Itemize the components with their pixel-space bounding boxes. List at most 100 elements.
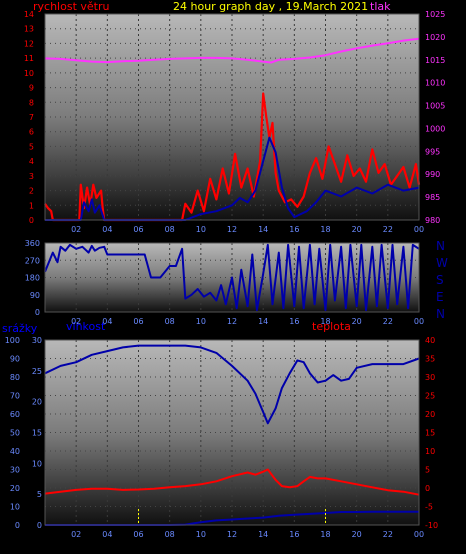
pressure-axis-label: tlak <box>370 0 391 13</box>
series-line <box>44 468 420 496</box>
series-line <box>44 37 420 64</box>
humidity-axis-label: vlhkost <box>66 320 106 333</box>
x-tick-label: 14 <box>258 225 268 234</box>
x-tick-label: 12 <box>227 530 237 539</box>
compass-n-top: N <box>436 239 445 253</box>
inner-tick-label: 25 <box>32 367 42 376</box>
x-tick-label: 12 <box>227 225 237 234</box>
left-tick-label: 90 <box>30 291 40 300</box>
x-tick-label: 22 <box>383 530 393 539</box>
right-tick-label: 980 <box>425 216 440 225</box>
right-tick-label: -5 <box>425 503 433 512</box>
right-tick-label: 1005 <box>425 102 445 111</box>
x-tick-label: 08 <box>165 530 175 539</box>
x-tick-label: 16 <box>289 317 299 326</box>
left-tick-label: 20 <box>10 484 20 493</box>
inner-tick-label: 20 <box>32 398 42 407</box>
x-tick-label: 08 <box>165 317 175 326</box>
left-tick-label: 100 <box>5 336 20 345</box>
x-tick-label: 14 <box>258 317 268 326</box>
compass-n-bottom: N <box>436 307 445 321</box>
left-tick-label: 5 <box>29 142 34 151</box>
x-tick-label: 06 <box>133 225 143 234</box>
left-tick-label: 90 <box>10 355 20 364</box>
left-tick-label: 40 <box>10 447 20 456</box>
x-tick-label: 04 <box>102 225 112 234</box>
panel-frame <box>44 13 420 221</box>
right-tick-label: 25 <box>425 392 435 401</box>
right-tick-label: 1025 <box>425 10 445 19</box>
right-tick-label: 985 <box>425 193 440 202</box>
x-tick-label: 20 <box>352 317 362 326</box>
x-tick-label: 00 <box>414 317 424 326</box>
panel-frame <box>44 339 420 526</box>
left-tick-label: 13 <box>24 25 34 34</box>
x-tick-label: 04 <box>102 317 112 326</box>
chart-title: 24 hour graph day , 19.March 2021 <box>173 0 368 13</box>
left-tick-label: 80 <box>10 373 20 382</box>
right-tick-label: 30 <box>425 373 435 382</box>
x-tick-label: 00 <box>414 530 424 539</box>
left-tick-label: 10 <box>24 69 34 78</box>
right-tick-label: 40 <box>425 336 435 345</box>
x-tick-label: 10 <box>196 225 206 234</box>
x-tick-label: 16 <box>289 530 299 539</box>
series-line <box>44 243 420 312</box>
left-tick-label: 0 <box>29 216 34 225</box>
inner-tick-label: 5 <box>37 490 42 499</box>
x-tick-label: 06 <box>133 530 143 539</box>
right-tick-label: 1020 <box>425 33 445 42</box>
x-tick-label: 18 <box>320 530 330 539</box>
inner-tick-label: 0 <box>37 521 42 530</box>
left-tick-label: 10 <box>10 503 20 512</box>
right-tick-label: 20 <box>425 410 435 419</box>
left-tick-label: 30 <box>10 466 20 475</box>
series-line <box>45 136 420 221</box>
right-tick-label: 5 <box>425 466 430 475</box>
right-tick-label: 10 <box>425 447 435 456</box>
right-tick-label: 995 <box>425 147 440 156</box>
left-tick-label: 14 <box>24 10 34 19</box>
series-line <box>44 344 420 425</box>
x-tick-label: 00 <box>414 225 424 234</box>
right-tick-label: 1000 <box>425 124 445 133</box>
x-tick-label: 12 <box>227 317 237 326</box>
right-tick-label: 990 <box>425 170 440 179</box>
left-tick-label: 7 <box>29 113 34 122</box>
x-tick-label: 18 <box>320 225 330 234</box>
left-tick-label: 0 <box>15 521 20 530</box>
left-tick-label: 6 <box>29 128 34 137</box>
x-tick-label: 04 <box>102 530 112 539</box>
x-tick-label: 18 <box>320 317 330 326</box>
x-tick-label: 06 <box>133 317 143 326</box>
left-tick-label: 4 <box>29 157 34 166</box>
left-tick-label: 9 <box>29 84 34 93</box>
wind-axis-label: rychlost větru <box>33 0 109 13</box>
left-tick-label: 0 <box>35 308 40 317</box>
left-tick-label: 2 <box>29 187 34 196</box>
right-tick-label: 1015 <box>425 56 445 65</box>
x-tick-label: 16 <box>289 225 299 234</box>
x-tick-label: 02 <box>71 530 81 539</box>
compass-e: E <box>436 290 444 304</box>
right-tick-label: 0 <box>425 484 430 493</box>
left-tick-label: 3 <box>29 172 34 181</box>
series-line <box>44 92 421 222</box>
x-tick-label: 20 <box>352 225 362 234</box>
inner-tick-label: 10 <box>32 459 42 468</box>
left-tick-label: 12 <box>24 39 34 48</box>
inner-tick-label: 30 <box>32 336 42 345</box>
left-tick-label: 60 <box>10 410 20 419</box>
left-tick-label: 8 <box>29 98 34 107</box>
compass-s: S <box>436 273 444 287</box>
x-tick-label: 22 <box>383 225 393 234</box>
x-tick-label: 10 <box>196 530 206 539</box>
left-tick-label: 270 <box>25 256 40 265</box>
x-tick-label: 10 <box>196 317 206 326</box>
panel-frame <box>44 242 420 313</box>
right-tick-label: -10 <box>425 521 438 530</box>
humidity-panel-background <box>45 340 419 525</box>
right-tick-label: 15 <box>425 429 435 438</box>
